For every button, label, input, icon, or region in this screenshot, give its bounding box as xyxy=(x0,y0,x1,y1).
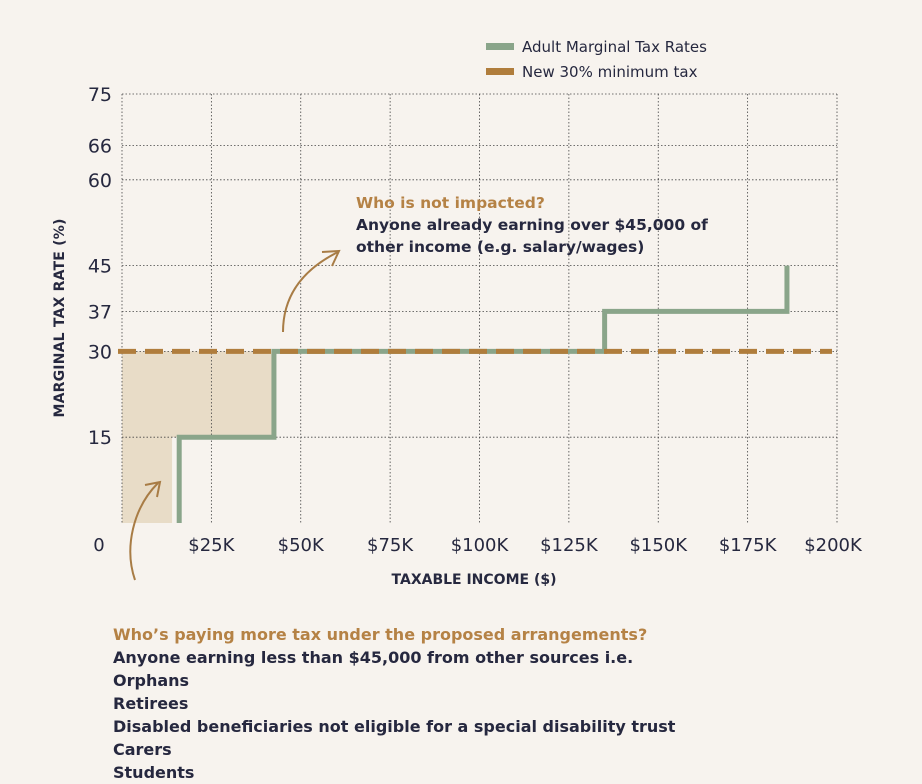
x-tick-label: $200K xyxy=(804,535,863,556)
legend-swatch-green xyxy=(486,43,514,50)
paying-more-line: Orphans xyxy=(113,671,190,690)
marginal-rate-step-line xyxy=(176,265,790,523)
y-axis-label: MARGINAL TAX RATE (%) xyxy=(52,218,68,418)
x-tick-label: $175K xyxy=(719,535,778,556)
x-tick-label: $75K xyxy=(367,535,414,556)
y-tick-label: 60 xyxy=(88,170,112,192)
x-tick-label: $25K xyxy=(188,535,235,556)
annotation-line: other income (e.g. salary/wages) xyxy=(356,238,645,256)
paying-more-line: Anyone earning less than $45,000 from ot… xyxy=(113,648,634,667)
paying-more-line: Students xyxy=(113,763,195,782)
up-arrow-annotation xyxy=(282,251,339,333)
legend-label-minimum-tax: New 30% minimum tax xyxy=(522,62,698,81)
y-tick-label: 45 xyxy=(88,256,112,278)
legend-swatch-brown xyxy=(486,68,514,75)
y-tick-label: 37 xyxy=(88,301,112,323)
paying-more-line: Retirees xyxy=(113,694,189,713)
y-tick-label: 66 xyxy=(88,135,112,157)
annotation-title: Who is not impacted? xyxy=(356,194,545,212)
up-arrow-bottom-head xyxy=(144,480,162,498)
paying-more-line: Carers xyxy=(113,740,172,759)
paying-more-section: Who’s paying more tax under the proposed… xyxy=(113,623,675,784)
legend: Adult Marginal Tax Rates New 30% minimum… xyxy=(486,34,707,84)
legend-item-minimum-tax: New 30% minimum tax xyxy=(486,59,707,84)
paying-more-title: Who’s paying more tax under the proposed… xyxy=(113,625,648,644)
x-tick-label: $50K xyxy=(278,535,325,556)
x-axis-label: TAXABLE INCOME ($) xyxy=(391,572,557,588)
up-arrow-bottom xyxy=(129,482,159,581)
legend-item-adult-rates: Adult Marginal Tax Rates xyxy=(486,34,707,59)
y-tick-label: 75 xyxy=(88,84,112,106)
not-impacted-annotation: Who is not impacted? Anyone already earn… xyxy=(356,192,708,258)
x-tick-label: $125K xyxy=(540,535,599,556)
x-tick-label: $100K xyxy=(451,535,510,556)
legend-label-adult-rates: Adult Marginal Tax Rates xyxy=(522,37,707,56)
x-tick-label: 0 xyxy=(93,535,104,556)
y-tick-label: 30 xyxy=(88,341,112,363)
paying-more-line: Disabled beneficiaries not eligible for … xyxy=(113,717,676,736)
x-tick-label: $150K xyxy=(629,535,688,556)
annotation-line: Anyone already earning over $45,000 of xyxy=(356,216,708,234)
up-arrow-annotation-head xyxy=(321,249,341,267)
y-tick-label: 15 xyxy=(88,427,112,449)
